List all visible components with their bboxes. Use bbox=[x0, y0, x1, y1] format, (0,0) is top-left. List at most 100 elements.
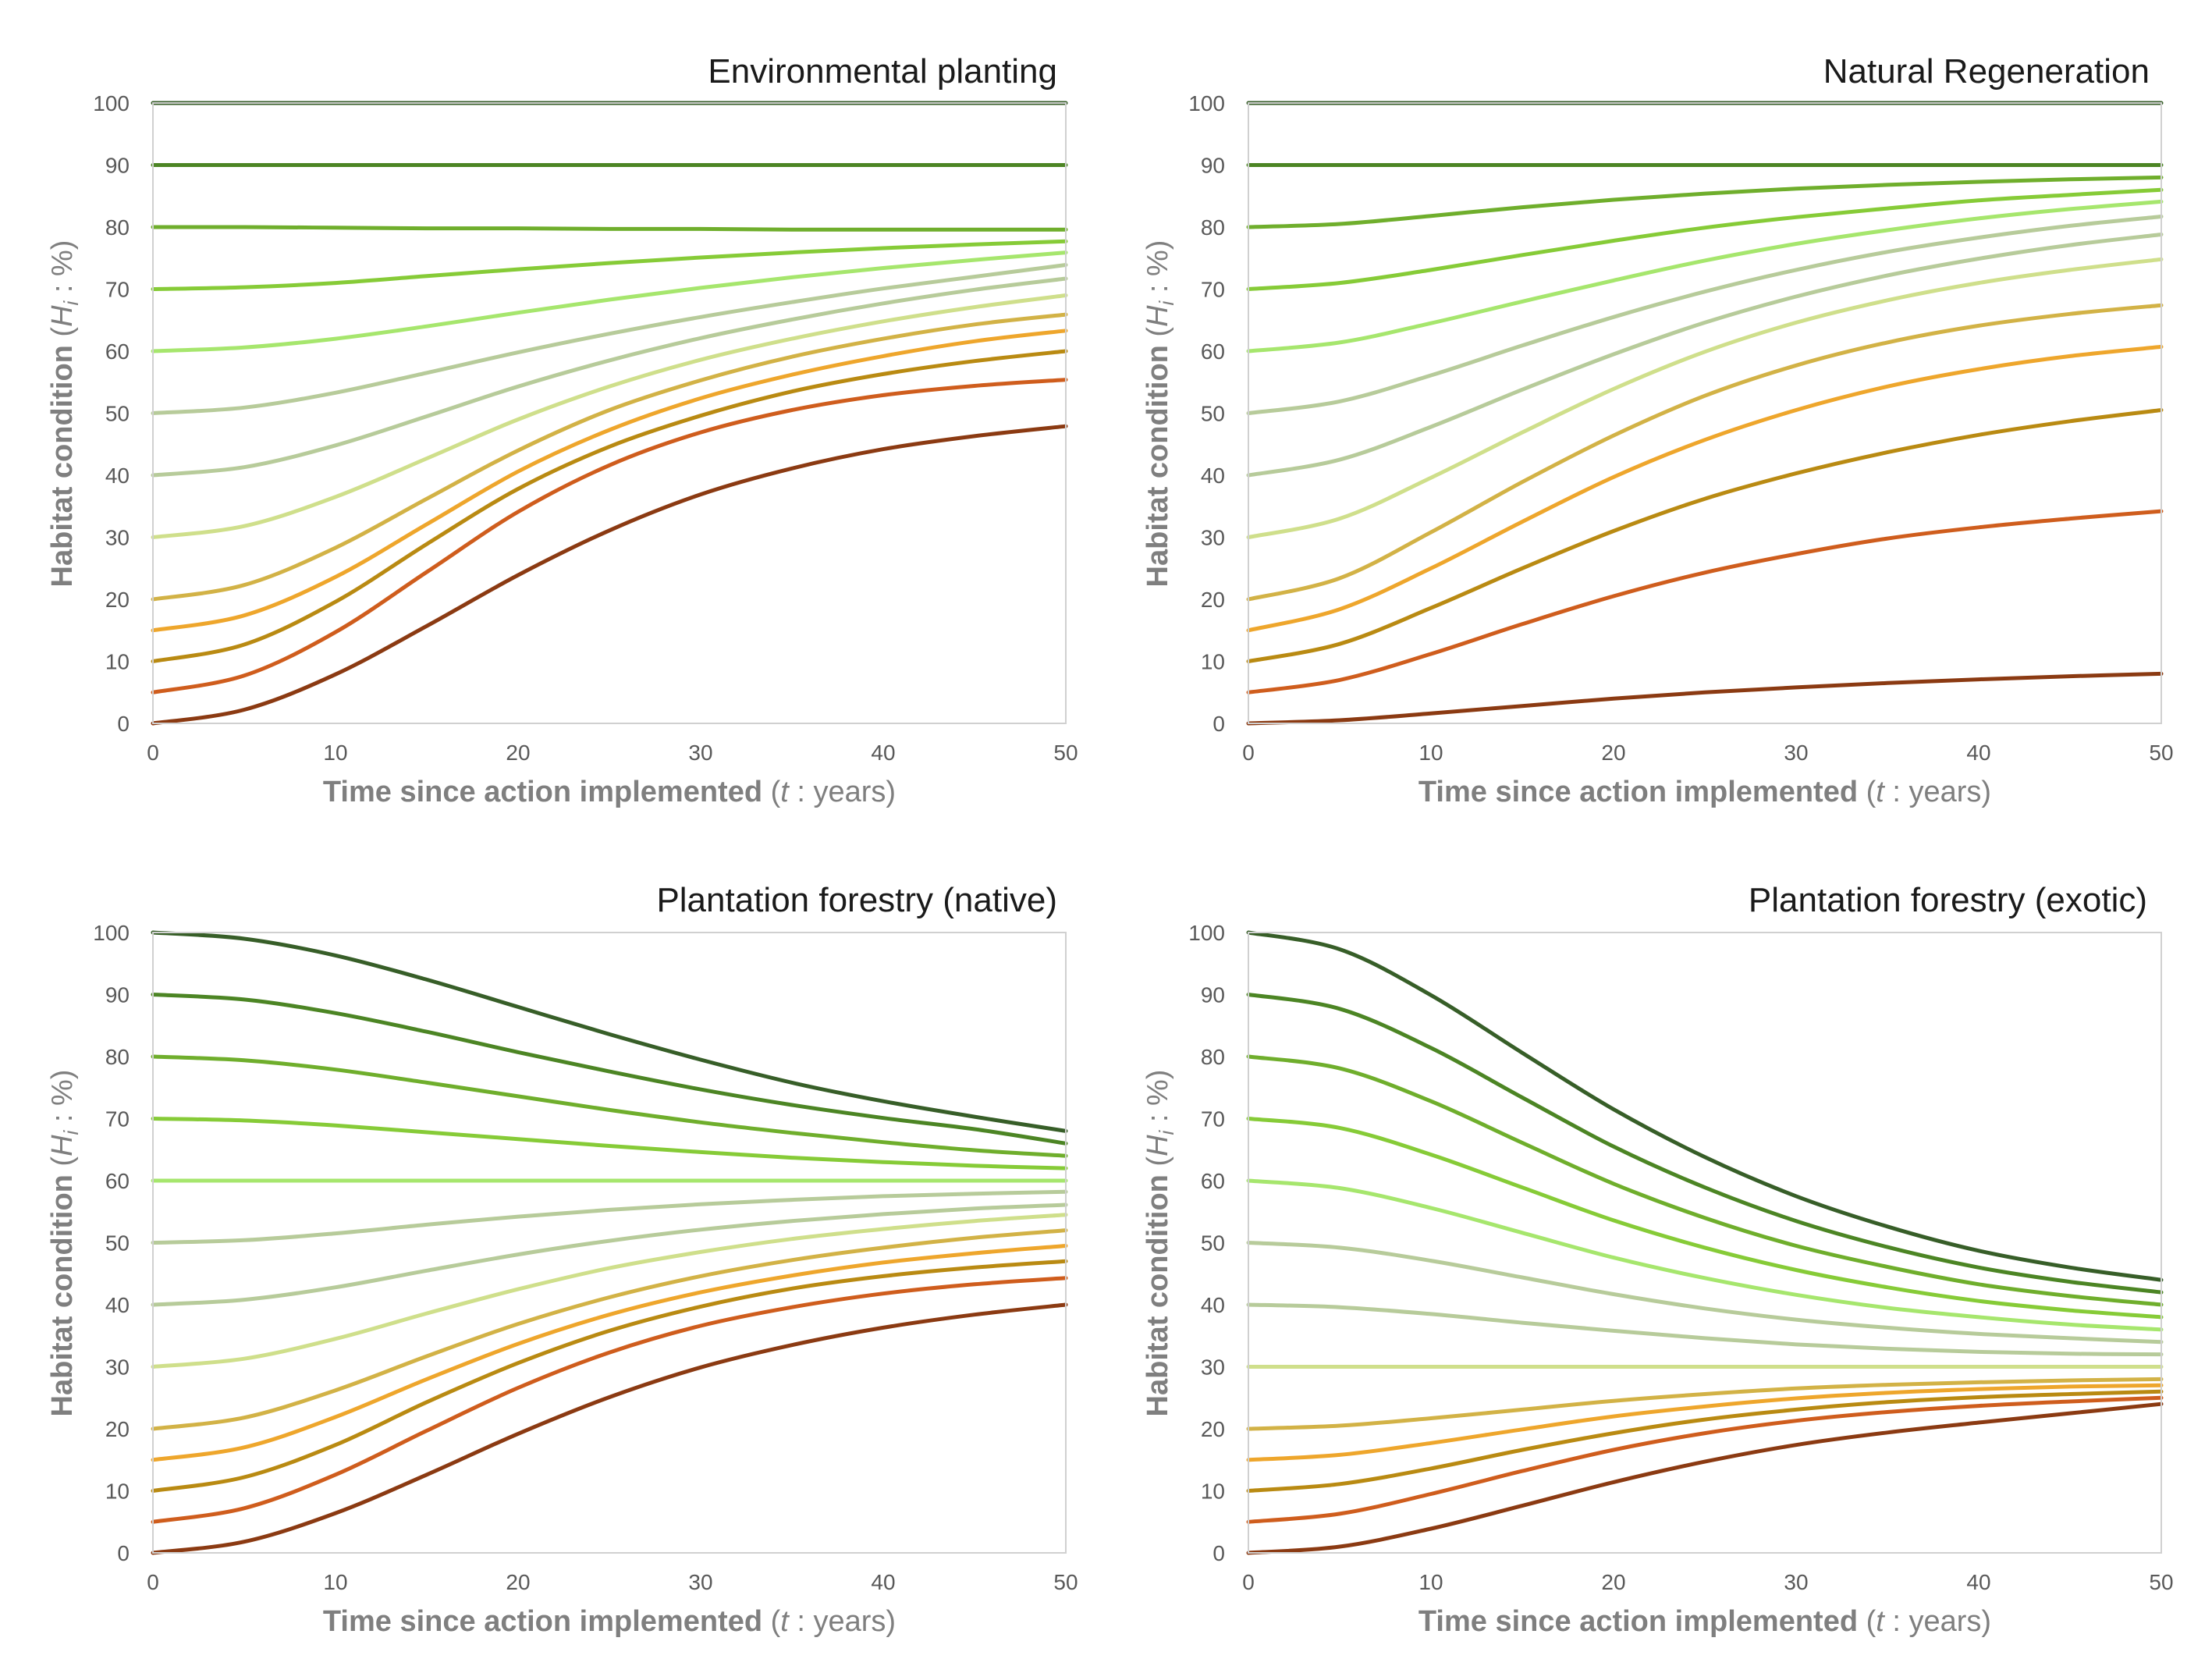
series-line bbox=[1246, 187, 2164, 291]
y-tick-label: 50 bbox=[1201, 402, 1225, 426]
panel-natural-regeneration: Natural Regeneration 0 10 20 30 40 50 60 70 80 90… bbox=[1142, 52, 2174, 808]
panel-title: Plantation forestry (exotic) bbox=[1749, 881, 2147, 919]
panel-title: Natural Regeneration bbox=[1823, 52, 2150, 91]
y-axis-label: Habitat condition (Hi : %) bbox=[1142, 240, 1178, 588]
x-tick-label: 20 bbox=[1601, 741, 1625, 765]
plot-frame bbox=[152, 102, 1067, 724]
x-tick-label: 30 bbox=[1784, 741, 1808, 765]
y-tick-label: 70 bbox=[1201, 278, 1225, 302]
y-label-open: ( bbox=[46, 1156, 79, 1175]
x-label-rest: : years) bbox=[789, 776, 896, 808]
series-line bbox=[151, 1189, 1068, 1245]
y-tick-label: 40 bbox=[1201, 464, 1225, 488]
y-tick-label: 10 bbox=[1201, 650, 1225, 674]
x-axis-label: Time since action implemented (t : years… bbox=[323, 1605, 896, 1638]
y-tick-label: 100 bbox=[93, 91, 130, 115]
y-label-rest: : %) bbox=[1142, 1070, 1174, 1131]
series-line bbox=[1246, 1377, 2164, 1431]
panel-title: Environmental planting bbox=[708, 52, 1057, 91]
series-line bbox=[1246, 993, 2164, 1295]
y-tick-label: 90 bbox=[105, 154, 130, 178]
y-tick-label: 80 bbox=[105, 215, 130, 240]
x-tick-labels: 0 10 20 30 40 50 bbox=[1242, 1570, 2173, 1594]
y-label-bold: Habitat condition bbox=[46, 345, 79, 587]
series-lines bbox=[1246, 101, 2164, 726]
series-line bbox=[151, 250, 1068, 353]
y-tick-label: 80 bbox=[1201, 215, 1225, 240]
y-tick-label: 100 bbox=[93, 921, 130, 945]
y-tick-label: 60 bbox=[105, 339, 130, 364]
x-tick-labels: 0 10 20 30 40 50 bbox=[147, 741, 1078, 765]
x-label-open: ( bbox=[1858, 776, 1876, 808]
x-tick-label: 30 bbox=[688, 741, 712, 765]
series-line bbox=[1246, 344, 2164, 633]
y-tick-label: 70 bbox=[1201, 1107, 1225, 1131]
x-label-bold: Time since action implemented bbox=[323, 1605, 762, 1638]
y-tick-label: 80 bbox=[105, 1045, 130, 1069]
series-line bbox=[151, 378, 1068, 695]
series-lines bbox=[151, 101, 1068, 726]
series-line bbox=[151, 312, 1068, 602]
x-axis-label: Time since action implemented (t : years… bbox=[1418, 1605, 1991, 1638]
series-line bbox=[151, 993, 1068, 1146]
x-label-rest: : years) bbox=[789, 1605, 896, 1638]
y-tick-label: 30 bbox=[1201, 1355, 1225, 1380]
x-tick-label: 50 bbox=[1053, 1570, 1078, 1594]
series-line bbox=[1246, 215, 2164, 415]
y-label-open: ( bbox=[1142, 327, 1174, 346]
y-tick-labels: 0 10 20 30 40 50 60 70 80 90 100 bbox=[93, 921, 130, 1565]
y-tick-label: 80 bbox=[1201, 1045, 1225, 1069]
series-line bbox=[151, 225, 1068, 232]
y-tick-label: 0 bbox=[117, 1541, 130, 1565]
x-tick-label: 10 bbox=[323, 1570, 347, 1594]
x-axis-label: Time since action implemented (t : years… bbox=[323, 776, 896, 808]
series-line bbox=[1246, 1389, 2164, 1493]
series-line bbox=[1246, 257, 2164, 539]
series-line bbox=[151, 1259, 1068, 1493]
y-tick-label: 0 bbox=[117, 712, 130, 736]
x-tick-label: 50 bbox=[1053, 741, 1078, 765]
series-line bbox=[1246, 1302, 2164, 1357]
x-label-rest: : years) bbox=[1884, 1605, 1991, 1638]
x-tick-label: 40 bbox=[871, 741, 895, 765]
y-tick-label: 10 bbox=[105, 1480, 130, 1504]
panel-plantation-forestry-exotic: Plantation forestry (exotic) 0 10 20 30 40 50… bbox=[1142, 881, 2174, 1638]
series-line bbox=[151, 293, 1068, 539]
x-tick-label: 40 bbox=[871, 1570, 895, 1594]
series-line bbox=[151, 349, 1068, 663]
x-tick-label: 20 bbox=[506, 741, 530, 765]
series-line bbox=[1246, 233, 2164, 478]
x-label-rest: : years) bbox=[1884, 776, 1991, 808]
plot-frame bbox=[1248, 102, 2162, 724]
y-label-sub: i bbox=[59, 1129, 83, 1135]
y-label-var: H bbox=[1142, 1135, 1174, 1156]
x-tick-label: 0 bbox=[1242, 1570, 1255, 1594]
x-axis-label: Time since action implemented (t : years… bbox=[1418, 776, 1991, 808]
y-tick-label: 50 bbox=[105, 402, 130, 426]
x-tick-label: 20 bbox=[506, 1570, 530, 1594]
y-tick-label: 50 bbox=[105, 1231, 130, 1256]
y-tick-labels: 0 10 20 30 40 50 60 70 80 90 100 bbox=[1188, 91, 1225, 736]
x-tick-label: 0 bbox=[1242, 741, 1255, 765]
series-lines bbox=[1246, 930, 2164, 1555]
series-line bbox=[1246, 1178, 2164, 1332]
y-tick-label: 20 bbox=[1201, 1417, 1225, 1441]
y-tick-label: 40 bbox=[105, 464, 130, 488]
panel-plantation-forestry-native: Plantation forestry (native) 0 10 20 30 40 50… bbox=[46, 881, 1078, 1638]
y-label-var: H bbox=[1142, 305, 1174, 327]
x-label-open: ( bbox=[762, 1605, 781, 1638]
series-line bbox=[1246, 408, 2164, 663]
y-tick-label: 60 bbox=[1201, 1169, 1225, 1193]
y-tick-labels: 0 10 20 30 40 50 60 70 80 90 100 bbox=[1188, 921, 1225, 1565]
y-tick-label: 20 bbox=[105, 1417, 130, 1441]
series-line bbox=[1246, 930, 2164, 1282]
y-tick-label: 20 bbox=[105, 588, 130, 612]
x-tick-label: 0 bbox=[147, 741, 159, 765]
y-tick-label: 40 bbox=[105, 1293, 130, 1317]
x-tick-labels: 0 10 20 30 40 50 bbox=[147, 1570, 1078, 1594]
x-tick-label: 30 bbox=[688, 1570, 712, 1594]
series-line bbox=[151, 1228, 1068, 1431]
y-tick-label: 30 bbox=[1201, 526, 1225, 550]
y-label-bold: Habitat condition bbox=[1142, 345, 1174, 587]
x-label-var: t bbox=[780, 776, 790, 808]
